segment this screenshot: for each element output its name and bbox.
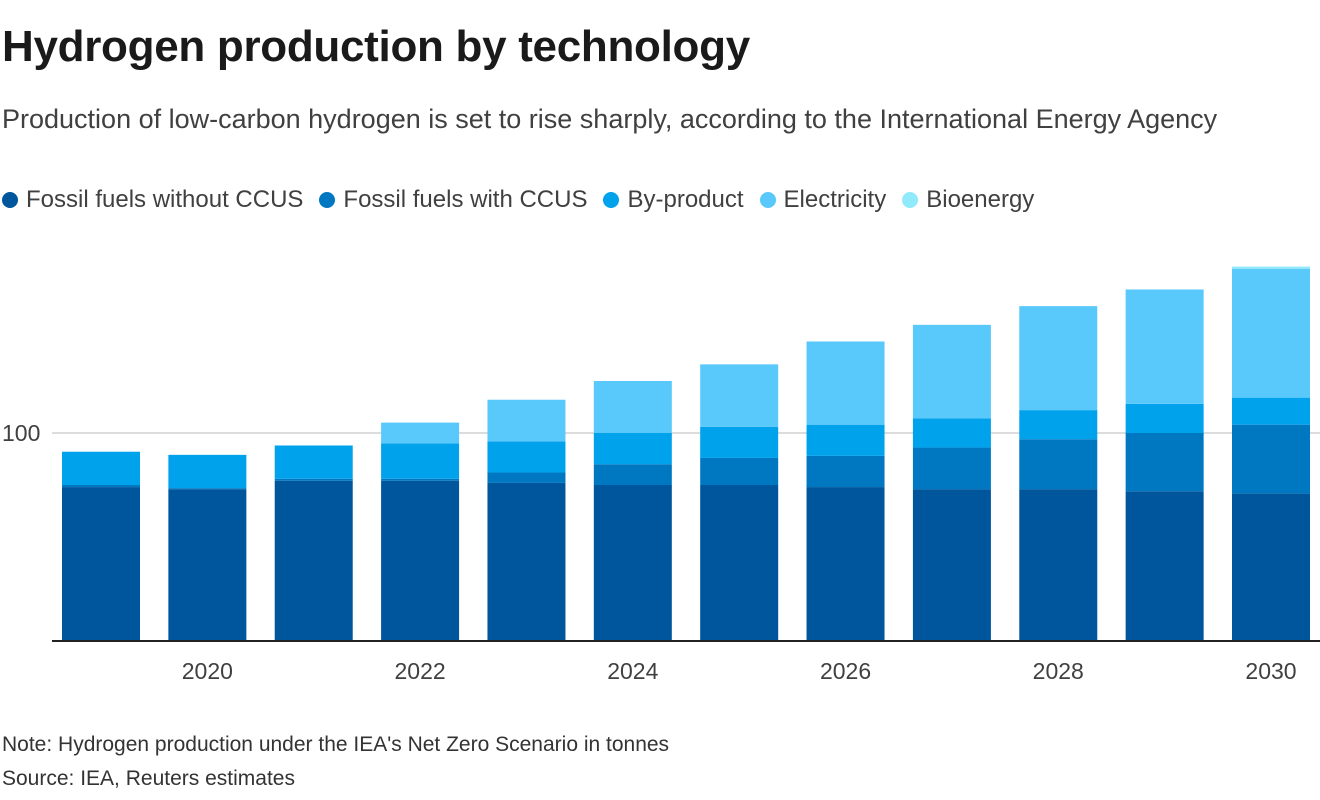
legend-swatch: [2, 192, 18, 208]
x-tick-label: 2024: [607, 658, 658, 684]
bar-segment: [1125, 491, 1204, 641]
legend-item: Bioenergy: [902, 186, 1034, 214]
legend-label: Bioenergy: [926, 186, 1035, 213]
chart-source: Source: IEA, Reuters estimates: [2, 767, 295, 790]
legend-label: Fossil fuels without CCUS: [26, 186, 304, 213]
bar-segment: [1019, 439, 1098, 490]
bar-segment: [62, 487, 140, 641]
bar-segment: [1232, 493, 1310, 641]
bar-segment: [700, 426, 779, 458]
legend-swatch: [759, 192, 776, 208]
bar-segment: [1232, 397, 1310, 425]
bar-segment: [62, 451, 140, 485]
bar-segment: [1232, 424, 1310, 494]
bar-segment: [806, 455, 885, 488]
legend-item: Fossil fuels with CCUS: [319, 186, 587, 214]
stacked-bar-chart: 100 2020 2022 2024 2026 2028 2030: [2, 266, 1320, 684]
bar-segment: [487, 441, 566, 473]
bar-segment: [700, 364, 779, 427]
chart-note: Note: Hydrogen production under the IEA'…: [2, 733, 670, 756]
bar-segment: [168, 454, 247, 489]
bar-segment: [593, 485, 672, 641]
bar-segment: [487, 482, 566, 641]
bar-segment: [381, 443, 460, 479]
legend-label: Fossil fuels with CCUS: [343, 186, 588, 213]
x-tick-label: 2030: [1245, 658, 1296, 684]
x-tick-label: 2026: [820, 658, 871, 684]
bar-segment: [912, 418, 991, 448]
legend-item: Fossil fuels without CCUS: [2, 186, 303, 214]
x-tick-label: 2020: [182, 658, 233, 684]
bar-segment: [1125, 403, 1204, 433]
bar-segment: [1125, 433, 1204, 492]
bar-segment: [168, 488, 247, 490]
bar-segment: [381, 422, 460, 444]
bar-segment: [381, 480, 460, 641]
bar-segment: [62, 485, 140, 488]
legend-swatch: [319, 192, 336, 208]
y-tick-label: 100: [2, 420, 40, 446]
bar-segment: [700, 485, 779, 641]
bar-segment: [1232, 266, 1310, 269]
chart-legend: Fossil fuels without CCUS Fossil fuels wi…: [2, 186, 1050, 214]
bar-segment: [381, 478, 460, 481]
bar-segment: [806, 341, 885, 425]
bar-segment: [700, 457, 779, 485]
bar-segment: [1019, 410, 1098, 440]
legend-item: Electricity: [759, 186, 887, 214]
bar-segment: [912, 324, 991, 419]
bar-segment: [912, 447, 991, 490]
bar-segment: [487, 472, 566, 483]
x-tick-label: 2022: [395, 658, 446, 684]
bar-segment: [487, 399, 566, 442]
legend-label: Electricity: [783, 186, 887, 213]
bar-segment: [168, 489, 247, 641]
legend-swatch: [603, 192, 620, 208]
bar-segment: [274, 445, 353, 479]
chart-subtitle: Production of low-carbon hydrogen is set…: [2, 104, 1218, 134]
x-tick-label: 2028: [1033, 658, 1084, 684]
bar-segment: [806, 424, 885, 456]
legend-item: By-product: [603, 186, 744, 214]
bar-segment: [274, 478, 353, 481]
bar-segment: [593, 464, 672, 485]
bar-segment: [1019, 306, 1098, 411]
legend-swatch: [902, 192, 919, 208]
legend-label: By-product: [627, 186, 744, 213]
bar-segment: [1232, 268, 1310, 398]
bar-segment: [806, 487, 885, 641]
chart-title: Hydrogen production by technology: [2, 22, 750, 71]
bar-segment: [1125, 289, 1204, 404]
bar-segment: [1019, 489, 1098, 641]
bar-segment: [593, 433, 672, 465]
bar-segment: [274, 480, 353, 641]
bar-segment: [593, 381, 672, 433]
bar-segment: [912, 489, 991, 641]
